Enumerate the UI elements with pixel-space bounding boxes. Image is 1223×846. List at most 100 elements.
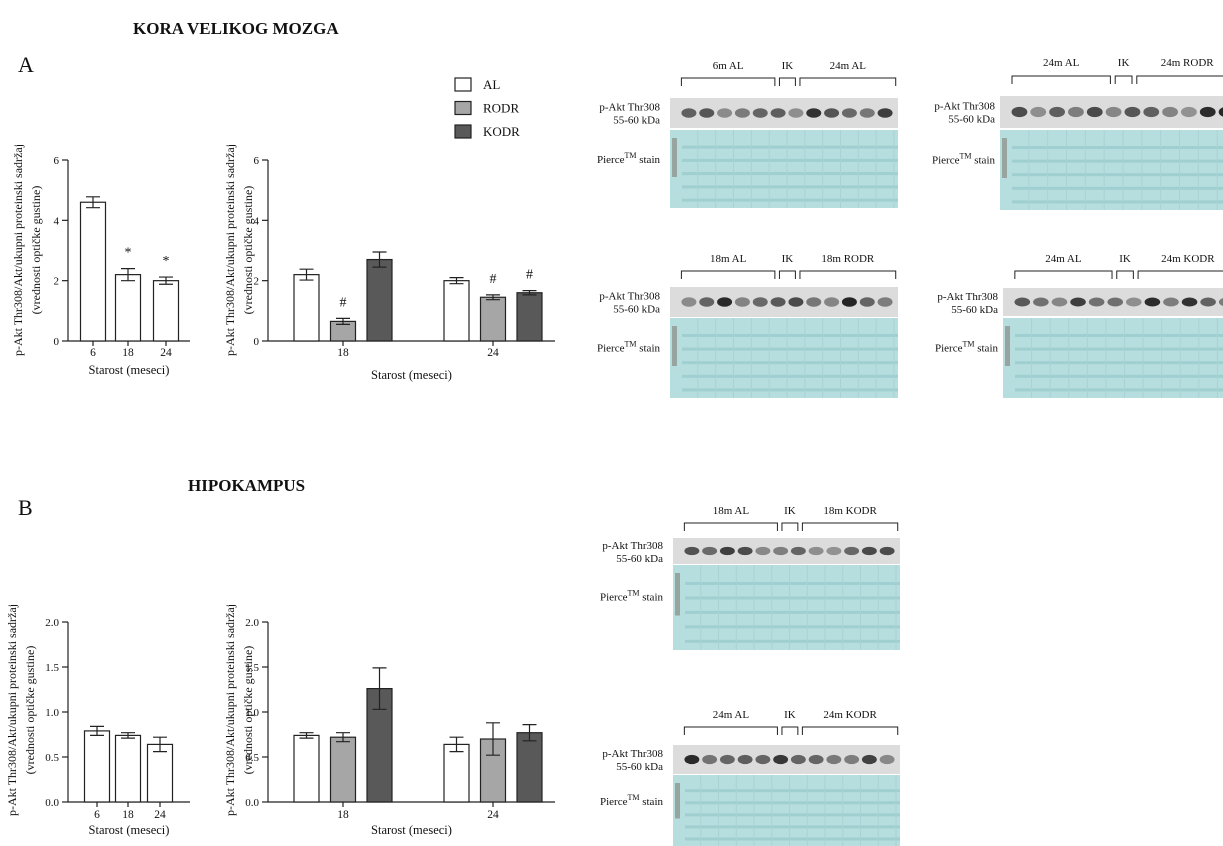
protein-label: p-Akt Thr308 [602, 540, 663, 552]
band [1125, 297, 1142, 307]
band [1200, 297, 1216, 307]
stain-name: Pierce [600, 796, 628, 808]
legend-label: RODR [483, 101, 519, 116]
lane-group-label: 6m AL [713, 60, 744, 72]
band [1105, 106, 1122, 118]
band [841, 297, 857, 307]
band [861, 754, 877, 765]
error-bar [336, 317, 350, 326]
error-bar [486, 722, 500, 756]
x-tick-label: 18 [122, 347, 134, 359]
marker-lane [675, 573, 680, 616]
bar [516, 292, 543, 342]
band [770, 108, 786, 118]
marker-lane [1005, 326, 1010, 366]
band [859, 297, 875, 307]
stain-name: Pierce [932, 155, 960, 167]
x-tick-label: 24 [160, 347, 172, 359]
x-tick-label: 6 [94, 809, 100, 821]
size-label: 55-60 kDa [951, 304, 998, 316]
stain-panel [673, 775, 900, 846]
size-label: 55-60 kDa [616, 761, 663, 773]
bracket [683, 726, 778, 735]
marker-lane [675, 783, 680, 819]
y-tick-label: 4 [54, 215, 60, 227]
band [790, 546, 806, 556]
stain-word: stain [636, 343, 660, 355]
lane-group-label: IK [1119, 253, 1131, 265]
x-tick-label: 24 [154, 809, 166, 821]
error-bar [90, 725, 104, 736]
bar [329, 736, 357, 803]
band [824, 297, 840, 307]
bar [293, 734, 320, 803]
band [1163, 297, 1179, 307]
lane-group-label: 24m AL [830, 60, 867, 72]
bar [479, 296, 507, 342]
y-axis-label: p-Akt Thr308/Akt/ukupni proteinski sadrž… [223, 604, 237, 816]
stain-name: Pierce [600, 592, 628, 604]
stain-trademark: TM [624, 151, 636, 160]
lane-group-label: 18m AL [713, 505, 750, 517]
error-bar [336, 732, 350, 743]
band [859, 108, 875, 118]
x-axis-label: Starost (meseci) [89, 823, 170, 837]
y-tick-label: 0.0 [45, 797, 59, 809]
stain-band [685, 625, 900, 629]
x-axis-label: Starost (meseci) [89, 363, 170, 377]
stain-band [685, 813, 900, 817]
size-label: 55-60 kDa [613, 304, 660, 316]
lane-group-label: 24m KODR [823, 709, 877, 721]
band [1218, 107, 1223, 117]
x-axis-label: Starost (meseci) [371, 368, 452, 382]
x-tick-label: 18 [337, 347, 349, 359]
y-axis-label: (vrednosti optičke gustine) [241, 646, 255, 775]
error-bar [522, 724, 537, 742]
y-axis-label: p-Akt Thr308/Akt/ukupni proteinski sadrž… [223, 144, 237, 356]
band [1030, 106, 1047, 118]
band [861, 546, 877, 556]
stain-band [682, 334, 898, 337]
lane-group-label: IK [782, 253, 794, 265]
band [826, 754, 842, 765]
bracket [778, 77, 796, 86]
stain-panel [1000, 130, 1223, 210]
band [877, 108, 893, 118]
band [1070, 297, 1086, 307]
error-bar [449, 277, 464, 285]
stain-word: stain [971, 155, 995, 167]
band [1088, 297, 1105, 307]
lane-group-label: 18m RODR [821, 253, 875, 265]
section-letter: A [18, 52, 34, 77]
bar [79, 201, 107, 342]
stain-word: stain [974, 343, 998, 355]
significance-marker: * [125, 246, 132, 261]
band [1218, 298, 1223, 306]
stain-band [682, 347, 898, 351]
band [841, 108, 857, 118]
error-bar [372, 667, 387, 710]
stain-panel [673, 565, 900, 650]
stain-label: PierceTM stain [600, 589, 664, 604]
y-axis-label: p-Akt Thr308/Akt/ukupni proteinski sadrž… [5, 604, 19, 816]
band [826, 546, 842, 556]
error-bar [299, 268, 314, 281]
stain-label: PierceTM stain [600, 793, 664, 808]
band [737, 754, 753, 765]
lane-group-label: IK [784, 505, 796, 517]
x-tick-label: 6 [90, 347, 96, 359]
legend-label: AL [483, 77, 500, 92]
marker-lane [672, 138, 677, 177]
stain-band [685, 837, 900, 841]
band [681, 108, 697, 118]
bar [83, 730, 111, 803]
stain-band [1015, 334, 1223, 337]
band [879, 754, 895, 765]
lane-group-label: 18m KODR [823, 505, 877, 517]
stain-word: stain [639, 592, 663, 604]
stain-panel [670, 318, 898, 398]
stain-band [682, 388, 898, 392]
size-label: 55-60 kDa [948, 113, 995, 125]
bar [293, 274, 320, 342]
error-bar [121, 732, 135, 739]
